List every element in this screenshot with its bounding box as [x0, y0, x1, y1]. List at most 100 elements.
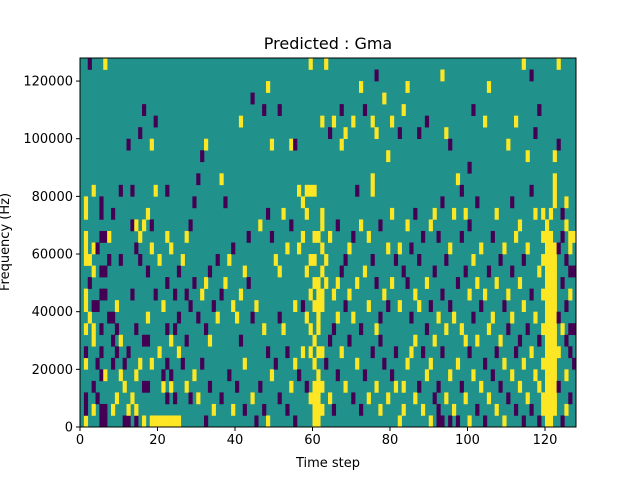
heatmap-cell-72	[130, 184, 135, 197]
heatmap-cell-104	[157, 254, 162, 266]
heatmap-cell-437	[494, 346, 499, 359]
heatmap-cell-572	[568, 242, 573, 255]
heatmap-cell-322	[378, 219, 383, 232]
heatmap-cell-47	[107, 254, 112, 266]
heatmap-cell-144	[200, 357, 205, 370]
heatmap-cell-555	[560, 415, 565, 428]
heatmap-cell-476	[529, 69, 534, 82]
heatmap-cell-40	[103, 403, 108, 416]
heatmap-cell-198	[277, 311, 282, 324]
heatmap-cell-556	[560, 323, 565, 336]
heatmap-cell-162	[223, 196, 228, 209]
heatmap-cell-494	[545, 415, 550, 428]
heatmap-cell-496	[545, 392, 550, 405]
heatmap-cell-474	[529, 288, 534, 301]
heatmap-cell-500	[545, 346, 550, 359]
heatmap-cell-143	[196, 173, 201, 186]
heatmap-cell-527	[548, 242, 554, 255]
heatmap-cell-215	[297, 184, 302, 197]
heatmap-cell-564	[564, 254, 569, 266]
heatmap-cell-404	[459, 184, 464, 197]
heatmap-cell-185	[262, 403, 267, 416]
heatmap-cell-149	[204, 277, 209, 289]
heatmap-cell-74	[134, 403, 139, 416]
heatmap-cell-521	[548, 311, 554, 324]
heatmap-cell-388	[444, 127, 449, 140]
heatmap-cell-269	[328, 392, 333, 405]
heatmap-cell-183	[258, 380, 263, 393]
heatmap-cell-470	[525, 242, 530, 255]
heatmap-cell-125	[176, 415, 182, 428]
heatmap-cell-545	[552, 196, 557, 209]
x-tick-label-80: 80	[382, 433, 399, 448]
heatmap-cell-169	[235, 311, 240, 324]
heatmap-cell-332	[390, 207, 395, 220]
heatmap-cell-540	[552, 288, 557, 301]
heatmap-cell-351	[409, 242, 414, 255]
heatmap-cell-532	[552, 380, 557, 393]
heatmap-cell-259	[320, 288, 325, 301]
heatmap-cell-223	[304, 207, 309, 220]
heatmap-cell-377	[436, 380, 441, 393]
heatmap-cell-287	[343, 254, 348, 266]
heatmap-cell-435	[490, 230, 495, 243]
heatmap-cell-288	[343, 127, 348, 140]
heatmap-cell-447	[506, 392, 511, 405]
heatmap-cell-247	[316, 369, 321, 382]
heatmap-cell-71	[130, 219, 135, 232]
heatmap-cell-167	[231, 242, 236, 255]
heatmap-cell-562	[564, 334, 569, 347]
heatmap-cell-82	[138, 127, 143, 140]
heatmap-cell-10	[83, 230, 89, 243]
heatmap-cell-559	[560, 207, 565, 220]
heatmap-cell-50	[111, 357, 116, 370]
heatmap-cell-413	[467, 161, 472, 174]
heatmap-cell-573	[568, 230, 573, 243]
heatmap-cell-305	[362, 104, 368, 116]
heatmap-cell-260	[320, 265, 325, 278]
heatmap-cell-148	[204, 323, 209, 336]
heatmap-cell-239	[312, 277, 317, 289]
heatmap-cell-86	[142, 219, 147, 232]
heatmap-cell-337	[397, 415, 402, 428]
heatmap-cell-513	[548, 403, 554, 416]
heatmap-cell-341	[401, 403, 406, 416]
y-tick-label-60000: 60000	[32, 248, 73, 263]
heatmap-cell-126	[176, 346, 182, 359]
heatmap-cell-411	[467, 288, 472, 301]
heatmap-cell-179	[250, 311, 255, 324]
heatmap-cell-205	[285, 242, 290, 255]
heatmap-cell-213	[297, 369, 302, 382]
heatmap-cell-535	[552, 346, 557, 359]
heatmap-cell-83	[142, 415, 147, 428]
heatmap-cell-363	[424, 369, 430, 382]
heatmap-cell-14	[87, 277, 92, 289]
heatmap-cell-441	[498, 334, 503, 347]
heatmap-cell-548	[552, 150, 557, 163]
heatmap-cell-171	[238, 288, 244, 301]
heatmap-cell-353	[413, 334, 418, 347]
x-tick-label-20: 20	[149, 433, 166, 448]
heatmap-cell-141	[196, 392, 201, 405]
heatmap-cell-397	[455, 415, 461, 428]
heatmap-cell-498	[545, 369, 550, 382]
heatmap-cell-319	[378, 403, 383, 416]
heatmap-cell-452	[510, 311, 515, 324]
heatmap-cell-428	[483, 115, 488, 128]
heatmap-cell-455	[514, 403, 519, 416]
heatmap-cell-515	[548, 380, 554, 393]
heatmap-cell-275	[331, 288, 337, 301]
heatmap-cell-373	[432, 265, 437, 278]
heatmap-cell-570	[568, 288, 573, 301]
heatmap-cell-62	[122, 415, 127, 428]
heatmap-cell-108	[161, 300, 166, 312]
heatmap-cell-317	[374, 127, 379, 140]
heatmap-cell-542	[552, 265, 557, 278]
heatmap-cell-112	[165, 323, 170, 336]
heatmap-cell-390	[448, 369, 453, 382]
heatmap-cell-420	[475, 277, 480, 289]
heatmap-cell-352	[413, 392, 418, 405]
heatmap-cell-487	[541, 392, 546, 405]
heatmap-cell-130	[180, 254, 185, 266]
heatmap-cell-417	[471, 104, 476, 116]
